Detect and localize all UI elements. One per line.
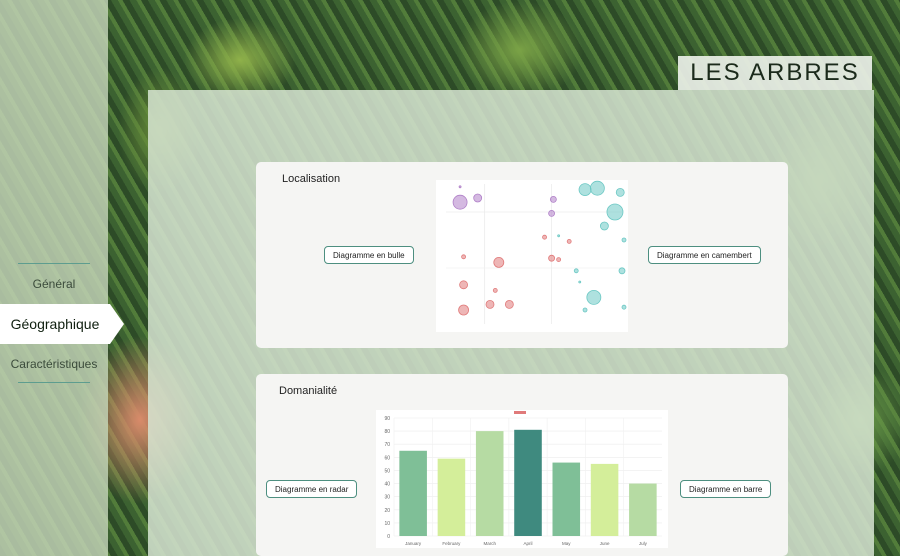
y-tick-label: 40 — [384, 482, 390, 488]
page-title: LES ARBRES — [678, 56, 872, 90]
y-tick-label: 0 — [387, 534, 390, 540]
bar-chart-button[interactable]: Diagramme en barre — [680, 480, 772, 498]
radar-chart-button[interactable]: Diagramme en radar — [266, 480, 358, 498]
bar — [437, 458, 466, 536]
bubble-point — [599, 221, 609, 231]
bubble-point — [557, 234, 561, 238]
bubble-point — [458, 304, 470, 316]
bubble-point — [582, 307, 588, 313]
bubble-point — [542, 234, 547, 240]
x-tick-label: April — [523, 541, 532, 546]
bubble-point — [458, 185, 462, 189]
bubble-point — [615, 187, 625, 197]
localisation-title: Localisation — [282, 173, 341, 185]
pie-chart-button[interactable]: Diagramme en camembert — [648, 246, 761, 264]
domanialite-card: Domanialité Diagramme en radar Diagramme… — [256, 374, 788, 556]
bubble-point — [589, 180, 605, 196]
x-tick-label: June — [600, 541, 610, 546]
bubble-point — [618, 267, 626, 275]
nav-divider — [18, 263, 90, 264]
bubble-point — [459, 280, 469, 290]
x-tick-label: July — [639, 541, 648, 546]
bubble-point — [452, 194, 468, 210]
localisation-card: Localisation Diagramme en bulle Diagramm… — [256, 162, 788, 348]
nav-divider — [18, 382, 90, 383]
y-tick-label: 30 — [384, 495, 390, 501]
bubble-point — [504, 300, 514, 309]
bubble-point — [556, 257, 562, 262]
bubble-chart — [436, 180, 628, 332]
bar — [514, 429, 542, 536]
bar-chart-svg: 0 10 20 30 40 50 60 70 80 90 January February March A… — [384, 411, 662, 546]
bubble-point — [621, 304, 627, 310]
y-tick-label: 60 — [384, 455, 390, 461]
sidebar-panel — [0, 0, 108, 556]
x-tick-label: March — [483, 541, 496, 546]
y-tick-label: 90 — [384, 416, 390, 422]
bubble-point — [548, 254, 555, 262]
y-tick-label: 50 — [384, 468, 390, 474]
y-tick-label: 70 — [384, 442, 390, 448]
x-tick-label: January — [405, 541, 422, 546]
bubble-point — [606, 203, 624, 221]
y-tick-label: 10 — [384, 521, 390, 527]
bubble-point — [573, 268, 579, 274]
bubble-chart-button[interactable]: Diagramme en bulle — [324, 246, 414, 264]
nav-item-caracteristiques[interactable]: Caractéristiques — [10, 357, 98, 371]
bar — [399, 450, 427, 536]
x-tick-label: February — [442, 541, 461, 546]
bar — [552, 462, 581, 536]
bar — [475, 431, 504, 536]
nav-item-geographique[interactable]: Géographique — [0, 304, 124, 344]
bubble-point — [461, 254, 467, 260]
domanialite-title: Domanialité — [279, 385, 338, 397]
bubble-chart-svg — [446, 180, 627, 324]
sidebar-nav: Général Géographique Caractéristiques — [0, 262, 130, 384]
bar-chart: 0 10 20 30 40 50 60 70 80 90 January February March A… — [376, 410, 668, 548]
nav-item-general[interactable]: Général — [32, 277, 76, 291]
bar — [629, 483, 657, 536]
bubble-point — [578, 183, 592, 196]
y-tick-label: 80 — [384, 429, 390, 435]
bubble-point — [493, 257, 505, 268]
legend-swatch — [514, 411, 526, 414]
y-tick-label: 20 — [384, 508, 390, 514]
bubble-point — [566, 239, 572, 244]
bubble-point — [492, 288, 498, 293]
bar — [590, 463, 619, 536]
bubble-point — [548, 210, 555, 217]
bubble-point — [586, 290, 602, 305]
bubble-point — [621, 237, 627, 243]
bubble-point — [473, 193, 483, 203]
x-tick-label: May — [562, 541, 571, 546]
bubble-point — [549, 195, 557, 203]
bubble-point — [485, 300, 495, 309]
bubble-point — [578, 280, 582, 284]
